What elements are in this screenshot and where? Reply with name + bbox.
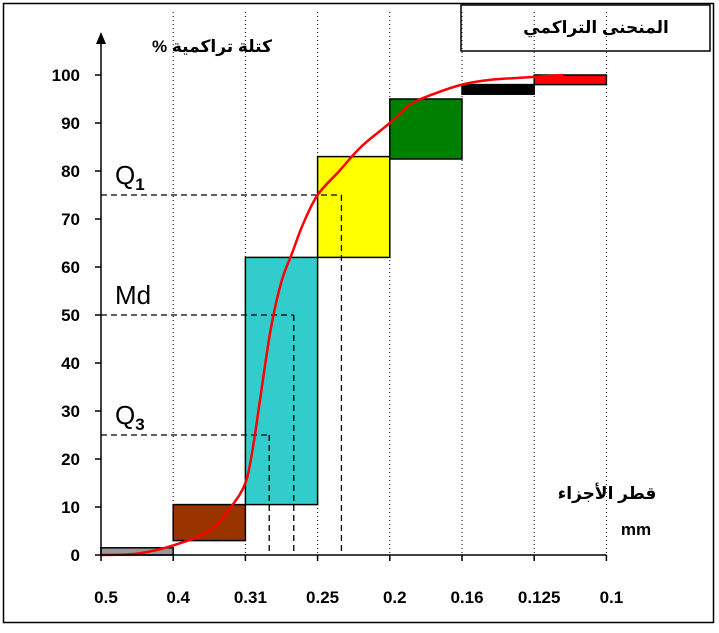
y-tick-label: 30 (61, 402, 80, 421)
x-tick-label: 0.5 (94, 588, 118, 607)
x-tick-label: 0.25 (306, 588, 339, 607)
y-tick-label: 0 (71, 546, 80, 565)
x-axis-unit: mm (621, 520, 651, 539)
y-tick-label: 10 (61, 498, 80, 517)
x-tick-label: 0.4 (166, 588, 190, 607)
quartile-label: Md (115, 280, 151, 310)
cumulative-curve (100, 73, 564, 557)
bar-3 (316, 155, 391, 259)
y-axis-arrow (96, 32, 106, 44)
y-tick-label: 90 (61, 114, 80, 133)
y-tick-label: 80 (61, 162, 80, 181)
chart-title: المنحنى التراكمي (523, 18, 669, 38)
bar-6 (533, 74, 608, 86)
bar-1 (172, 503, 247, 542)
quartile-label-main: Q (115, 400, 135, 430)
quartile-label-sub: 1 (135, 175, 144, 194)
quartile-label-sub: 3 (135, 415, 144, 434)
x-tick-label: 0.125 (518, 588, 561, 607)
y-tick-label: 20 (61, 450, 80, 469)
x-tick-label: 0.1 (600, 588, 624, 607)
x-tick-label: 0.31 (234, 588, 267, 607)
bar-5 (461, 83, 535, 95)
y-tick-label: 50 (61, 306, 80, 325)
y-tick-label: 70 (61, 210, 80, 229)
bars (100, 74, 608, 556)
bar-4 (389, 98, 463, 160)
bar-2 (244, 256, 319, 506)
quartile-label-main: Q (115, 160, 135, 190)
x-tick-labels: 0.5 0.4 0.31 0.25 0.2 0.16 0.125 0.1 (94, 588, 623, 607)
axes (95, 32, 608, 561)
chart-frame (2, 2, 715, 624)
y-tick-label: 100 (52, 66, 80, 85)
quartile-label-main: Md (115, 280, 151, 310)
curve-line (100, 73, 564, 557)
y-tick-labels: 0 10 20 30 40 50 60 70 80 90 100 (52, 66, 80, 565)
quartile-label: Q3 (115, 400, 145, 434)
x-axis-title: قطر الأجزاء (558, 483, 657, 504)
y-tick-label: 40 (61, 354, 80, 373)
x-tick-label: 0.2 (383, 588, 407, 607)
y-tick-label: 60 (61, 258, 80, 277)
title-box (460, 4, 711, 52)
y-axis-title: كتلة تراكمية % (152, 37, 272, 57)
x-tick-label: 0.16 (450, 588, 483, 607)
quartile-label: Q1 (115, 160, 145, 194)
